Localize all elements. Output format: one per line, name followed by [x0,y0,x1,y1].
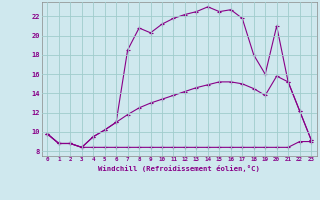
X-axis label: Windchill (Refroidissement éolien,°C): Windchill (Refroidissement éolien,°C) [98,165,260,172]
